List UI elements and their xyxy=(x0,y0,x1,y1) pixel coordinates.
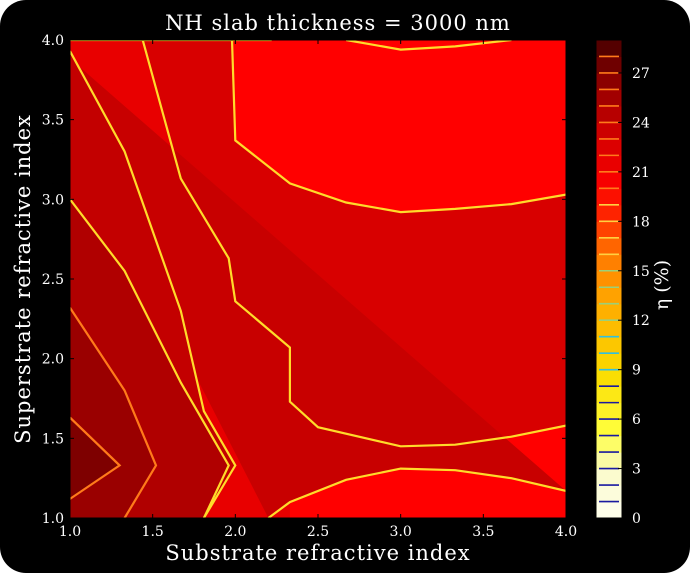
y-axis-label: Superstrate refractive index xyxy=(11,114,35,444)
y-tick-label: 1.5 xyxy=(42,431,64,447)
x-axis: 1.0 1.5 2.0 2.5 3.0 3.5 4.0 xyxy=(59,40,577,540)
colorbar-segment xyxy=(596,204,622,222)
colorbar-segment xyxy=(596,353,622,371)
y-tick-label: 3.0 xyxy=(42,192,64,208)
colorbar-tick-label: 3 xyxy=(632,462,641,478)
y-tick-label: 2.5 xyxy=(42,272,64,288)
colorbar-segment xyxy=(596,452,622,470)
y-tick-label: 3.5 xyxy=(42,113,64,129)
x-tick-label: 1.5 xyxy=(142,524,164,540)
x-tick-label: 3.5 xyxy=(472,524,494,540)
colorbar-segment xyxy=(596,320,622,338)
colorbar-segment xyxy=(596,287,622,305)
colorbar-segment xyxy=(596,122,622,140)
contour-line xyxy=(267,467,566,518)
x-axis-label: Substrate refractive index xyxy=(165,541,470,565)
colorbar-segment xyxy=(596,221,622,239)
region-bottom-band-2 xyxy=(70,58,566,518)
colorbar-tick-label: 6 xyxy=(632,412,641,428)
colorbar-segment xyxy=(596,171,622,189)
colorbar-segment xyxy=(596,501,622,519)
contour-line xyxy=(141,40,566,448)
colorbar-tick-label: 27 xyxy=(632,66,650,82)
y-tick-label: 1.0 xyxy=(42,511,64,527)
contour-line xyxy=(70,198,230,518)
colorbar-segment xyxy=(596,435,622,453)
colorbar-label: η (%) xyxy=(651,260,673,310)
colorbar-segment xyxy=(596,237,622,255)
colorbar-segment xyxy=(596,89,622,107)
colorbar-segment xyxy=(596,303,622,321)
colorbar-segment xyxy=(596,402,622,420)
contour-line xyxy=(70,50,237,518)
colorbar-segment xyxy=(596,485,622,503)
colorbar-segment xyxy=(596,386,622,404)
colorbar-segment xyxy=(596,254,622,272)
x-tick-label: 3.0 xyxy=(390,524,412,540)
colorbar: 0 3 6 9 12 15 18 21 24 27 xyxy=(595,39,650,527)
colorbar-tick-label: 21 xyxy=(632,165,650,181)
contour-line xyxy=(230,40,566,214)
colorbar-tick-label: 15 xyxy=(632,264,650,280)
colorbar-segment xyxy=(596,270,622,288)
colorbar-segment xyxy=(596,419,622,437)
colorbar-tick-label: 9 xyxy=(632,363,641,379)
colorbar-tick-label: 24 xyxy=(632,115,650,131)
y-tick-label: 2.0 xyxy=(42,352,64,368)
plot-area xyxy=(70,40,566,518)
colorbar-tick-label: 18 xyxy=(632,214,650,230)
region-peak xyxy=(70,417,120,499)
region-top xyxy=(232,40,566,213)
colorbar-segment xyxy=(596,72,622,90)
colorbar-segment xyxy=(596,40,622,57)
colorbar-segment xyxy=(596,138,622,156)
colorbar-segment xyxy=(596,369,622,387)
colorbar-segment xyxy=(596,56,622,74)
chart-title: NH slab thickness = 3000 nm xyxy=(165,11,511,35)
colorbar-border xyxy=(595,39,623,519)
colorbar-tick-label: 0 xyxy=(632,511,641,527)
x-tick-label: 2.0 xyxy=(224,524,246,540)
colorbar-segment xyxy=(596,155,622,173)
y-tick-label: 4.0 xyxy=(42,33,64,49)
colorbar-segment xyxy=(596,105,622,123)
contour-line xyxy=(70,416,122,500)
x-tick-label: 2.5 xyxy=(307,524,329,540)
x-tick-label: 4.0 xyxy=(555,524,577,540)
x-tick-label: 1.0 xyxy=(59,524,81,540)
colorbar-segment xyxy=(596,336,622,354)
colorbar-tick-label: 12 xyxy=(632,313,650,329)
y-axis: 1.0 1.5 2.0 2.5 3.0 3.5 4.0 xyxy=(42,33,566,527)
contour-line xyxy=(70,307,158,518)
colorbar-segment xyxy=(596,468,622,486)
colorbar-segment xyxy=(596,188,622,206)
